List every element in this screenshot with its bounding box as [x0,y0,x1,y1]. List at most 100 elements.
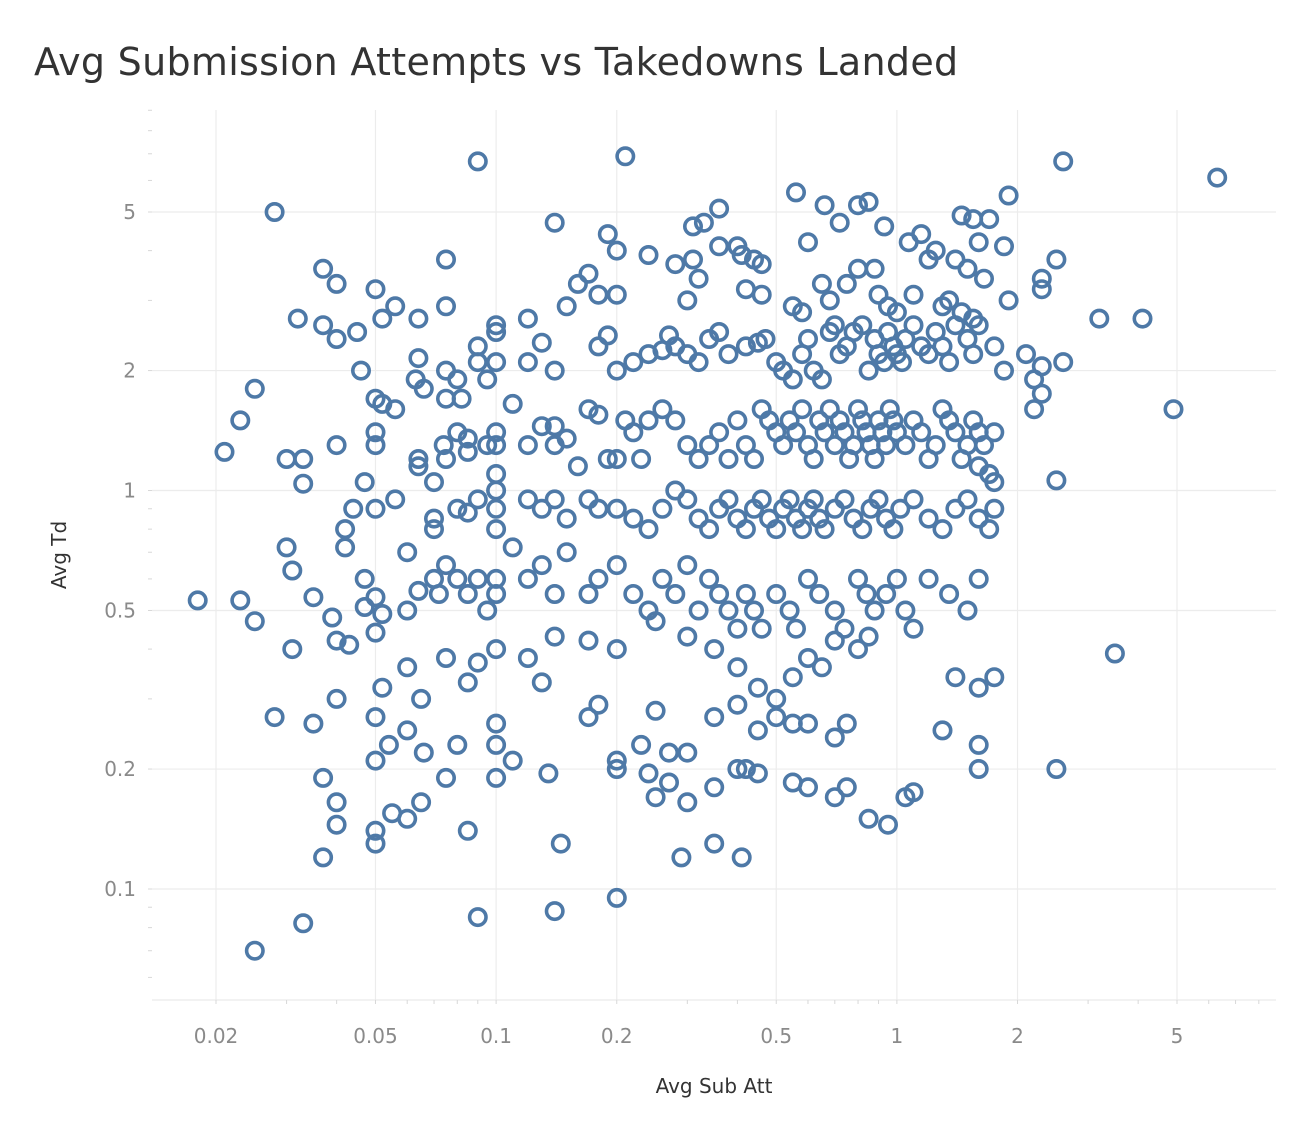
data-point [879,399,900,420]
data-point [945,315,966,336]
data-point [979,209,1000,230]
data-point [623,352,644,373]
data-point [677,555,698,576]
data-point [883,410,904,431]
data-point [645,700,666,721]
data-point [423,472,444,493]
data-point [486,568,507,589]
data-point [1163,399,1184,420]
data-point [939,352,960,373]
data-point [326,630,347,651]
y-tick-labels: 5 2 1 0.5 0.2 0.1 [104,200,136,901]
data-point [1104,643,1125,664]
data-point [287,308,308,329]
data-point [766,583,787,604]
data-point [932,720,953,741]
data-point [623,422,644,443]
data-point [578,583,599,604]
data-point [326,688,347,709]
y-tick-label-1: 2 [123,359,136,383]
data-point [968,232,989,253]
data-point [435,767,456,788]
data-point [244,611,265,632]
data-point [945,249,966,270]
data-point [852,519,873,540]
data-point [797,568,818,589]
data-point [457,820,478,841]
x-tick-labels: 0.02 0.05 0.1 0.2 0.5 1 2 5 [194,1024,1184,1048]
data-point [435,296,456,317]
data-point [864,600,885,621]
data-point [556,508,577,529]
data-point [709,422,730,443]
data-point [779,489,800,510]
data-point [652,568,673,589]
data-point [378,734,399,755]
data-point [731,245,752,266]
data-point [567,456,588,477]
data-point [372,603,393,624]
data-point [785,618,806,639]
data-point [486,315,507,336]
data-point [779,600,800,621]
data-point [824,600,845,621]
data-point [918,508,939,529]
data-point [891,352,912,373]
data-point [556,428,577,449]
data-point [303,713,324,734]
data-point [486,352,507,373]
data-point [313,847,334,868]
data-point [868,284,889,305]
data-point [903,489,924,510]
data-point [413,742,434,763]
data-point [847,399,868,420]
data-point [313,767,334,788]
data-point [544,901,565,922]
data-point [597,325,618,346]
data-point [829,212,850,233]
data-point [993,236,1014,257]
data-point [803,489,824,510]
data-point [282,639,303,660]
data-point [677,489,698,510]
data-point [502,393,523,414]
data-point [665,254,686,275]
data-point [411,792,432,813]
data-point [244,940,265,961]
data-point [606,758,627,779]
data-point [811,657,832,678]
data-point [688,268,709,289]
data-point [973,435,994,456]
data-point [829,410,850,431]
data-point [365,587,386,608]
data-point [811,273,832,294]
data-point [335,519,356,540]
data-point [597,224,618,245]
data-point [735,758,756,779]
y-tick-label-2: 1 [123,479,136,503]
data-point [397,808,418,829]
data-point [435,555,456,576]
data-point [925,240,946,261]
data-point [365,622,386,643]
data-point [890,498,911,519]
data-point [486,422,507,443]
data-point [709,321,730,342]
data-point [968,315,989,336]
data-point [502,750,523,771]
data-point [350,360,371,381]
data-point [1046,470,1067,491]
data-point [517,647,538,668]
data-point [313,315,334,336]
data-point [435,647,456,668]
data-point [735,336,756,357]
data-point [718,600,739,621]
data-point [467,151,488,172]
x-tick-label-4: 0.5 [760,1024,792,1048]
data-point [447,498,468,519]
data-point [688,600,709,621]
data-point [408,448,429,469]
data-point [631,448,652,469]
data-point [486,639,507,660]
